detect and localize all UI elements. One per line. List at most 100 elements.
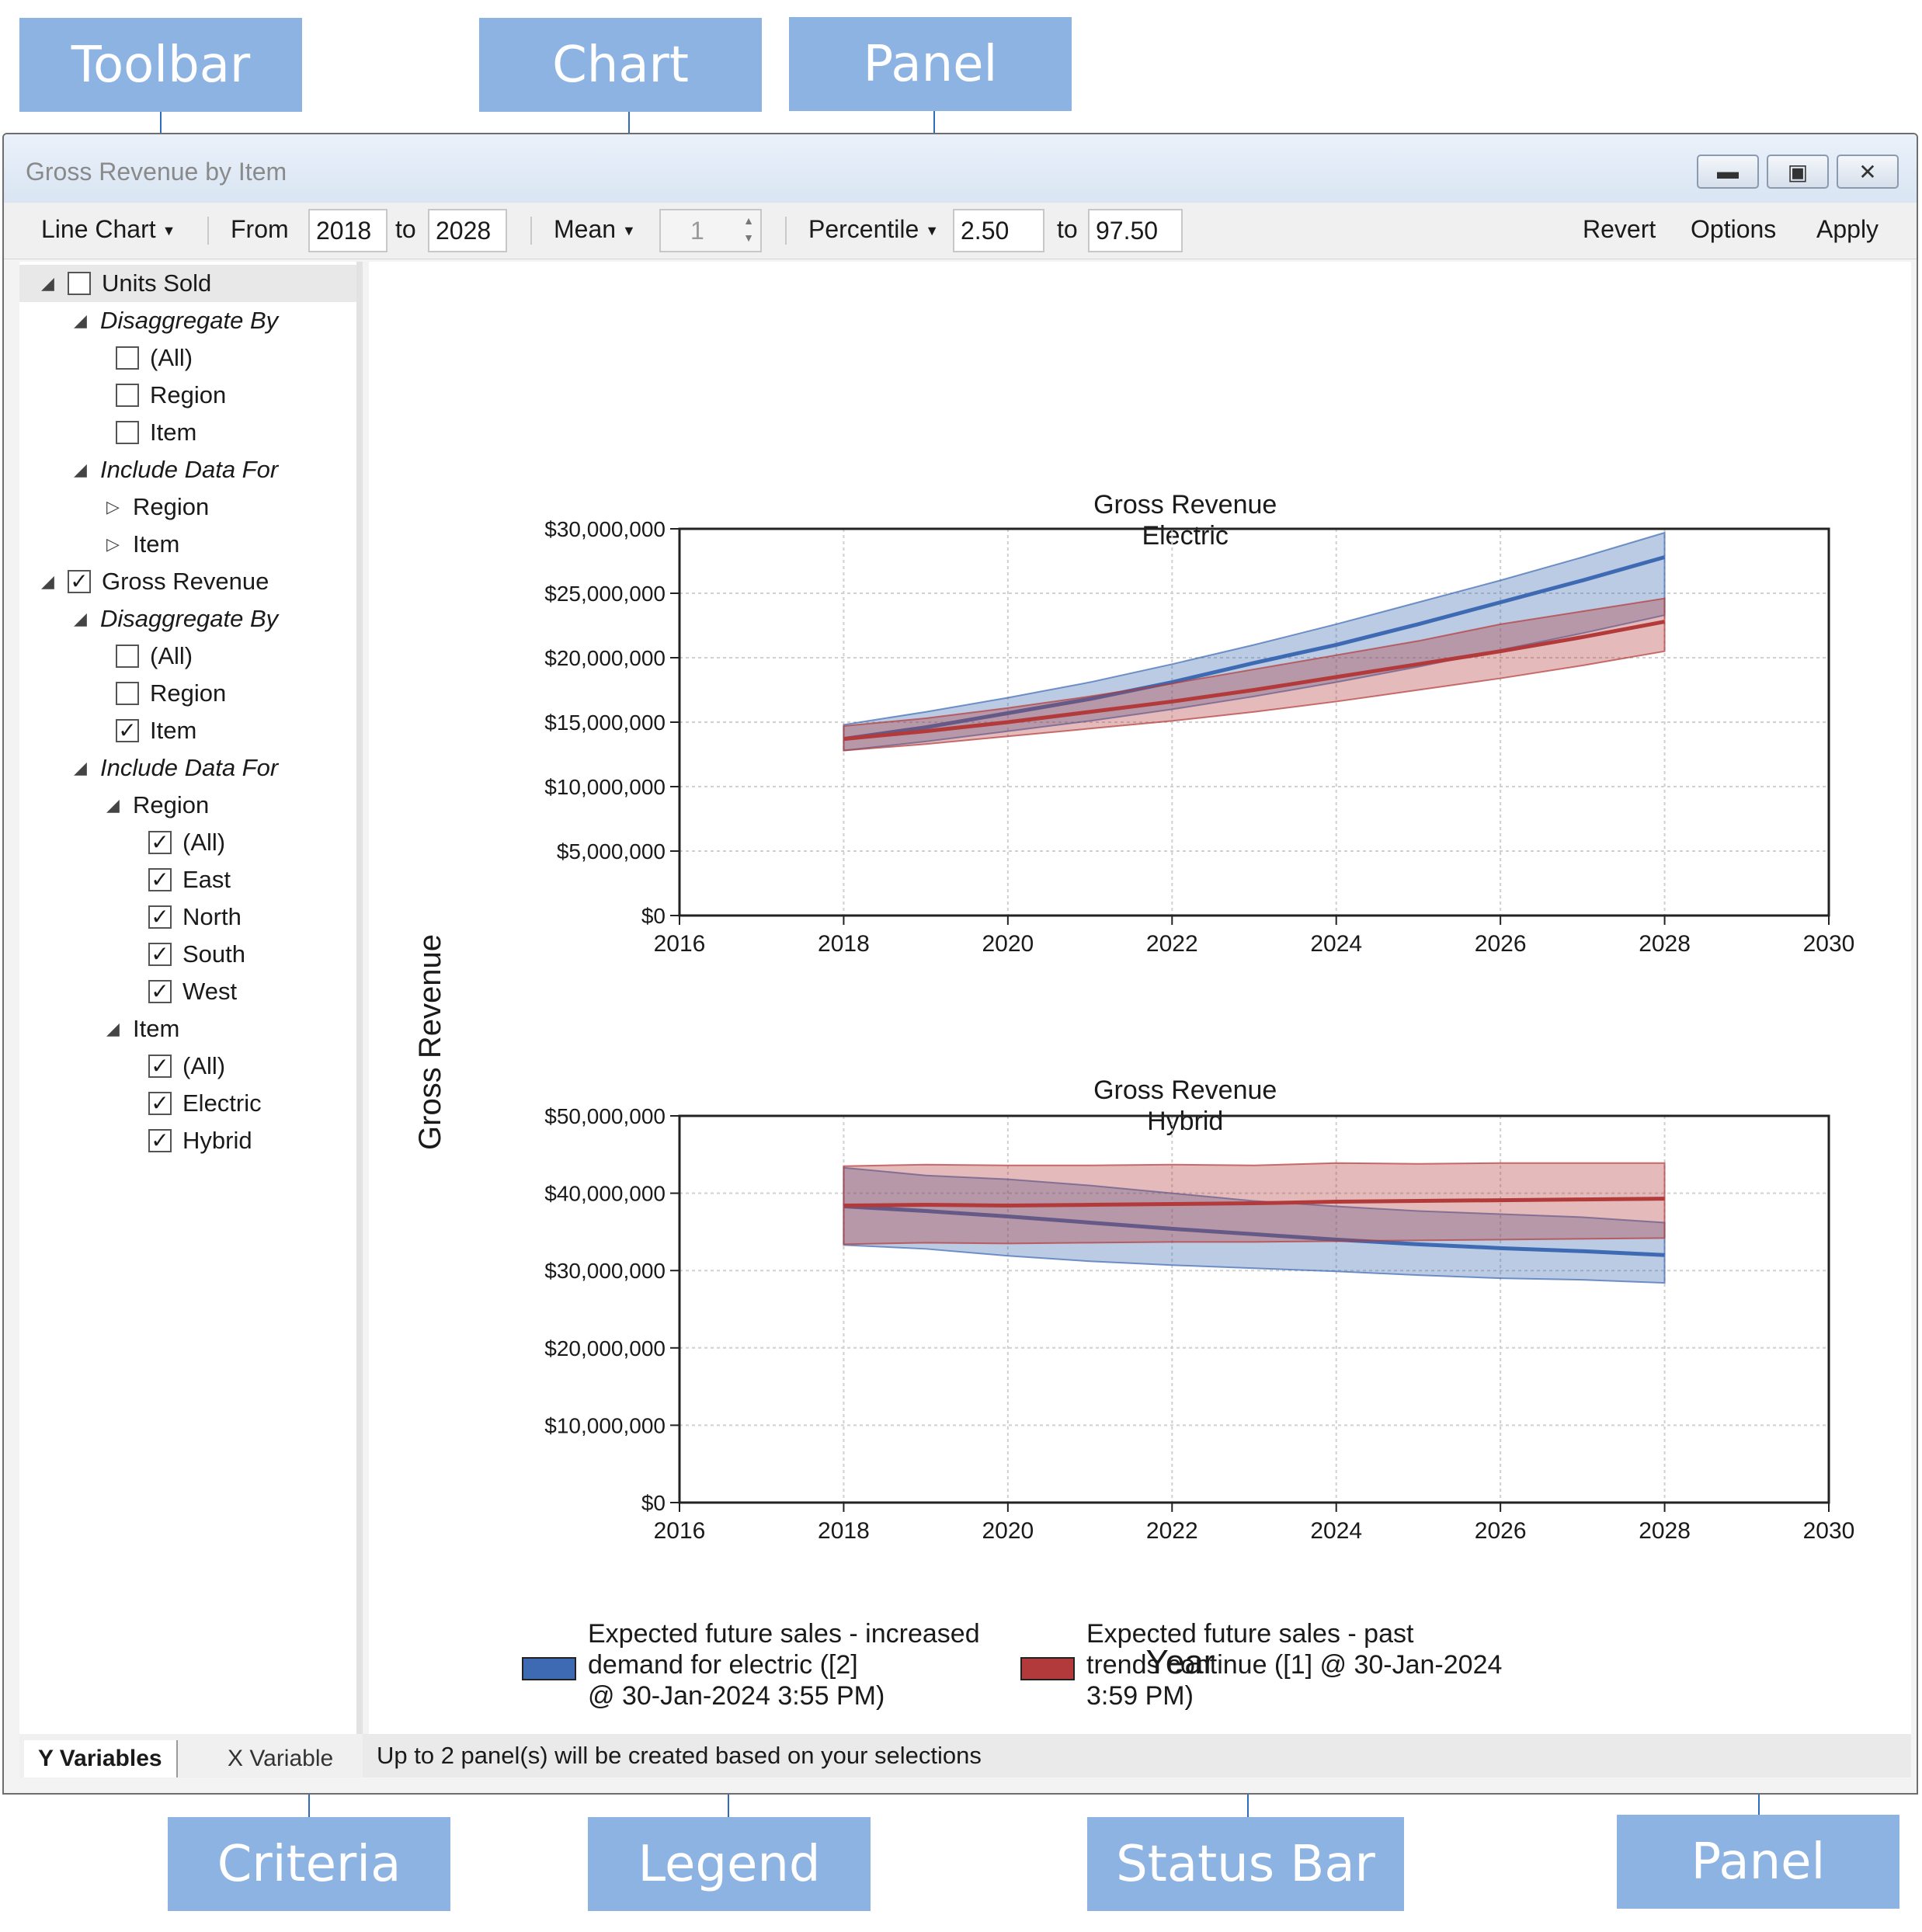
checkbox-item[interactable]	[116, 421, 139, 444]
tree-node-all[interactable]: (All)	[116, 339, 193, 377]
checkbox-west[interactable]: ✓	[148, 980, 172, 1003]
tree-node-units-sold[interactable]: ◢ Units Sold	[19, 265, 356, 302]
restore-button[interactable]: ▣	[1767, 155, 1829, 189]
expand-triangle-icon[interactable]: ◢	[74, 609, 87, 628]
expand-triangle-icon[interactable]: ◢	[41, 572, 54, 591]
checkbox-south[interactable]: ✓	[148, 943, 172, 966]
y-tick-label: $5,000,000	[557, 839, 666, 863]
percentile-high-input[interactable]: 97.50	[1088, 209, 1183, 252]
expand-triangle-icon[interactable]: ◢	[74, 460, 87, 479]
tree-node-region[interactable]: Region	[116, 675, 226, 712]
checkbox-units-sold[interactable]	[68, 272, 91, 295]
tree-node-item[interactable]: ✓ Item	[116, 712, 196, 749]
chart-type-dropdown[interactable]: Line Chart ▼	[41, 215, 176, 244]
tree-node-north[interactable]: ✓ North	[148, 898, 242, 936]
callout-panel-top: Panel	[789, 17, 1072, 111]
tree-node-all[interactable]: (All)	[116, 638, 193, 675]
callout-legend: Legend	[588, 1817, 871, 1911]
tree-label: (All)	[150, 344, 193, 371]
restore-icon: ▣	[1787, 159, 1809, 184]
chart-type-label: Line Chart	[41, 215, 156, 243]
apply-button[interactable]: Apply	[1816, 215, 1879, 243]
toolbar-separator	[207, 217, 209, 245]
tab-label: Y Variables	[38, 1746, 162, 1771]
tree-node-south[interactable]: ✓ South	[148, 936, 245, 973]
tree-node-west[interactable]: ✓ West	[148, 973, 237, 1010]
expand-triangle-icon[interactable]: ◢	[106, 1019, 120, 1038]
tree-node-electric[interactable]: ✓ Electric	[148, 1085, 262, 1122]
options-button[interactable]: Options	[1691, 215, 1777, 243]
x-tick-label: 2028	[1639, 931, 1691, 957]
minimize-button[interactable]: ▬	[1697, 155, 1759, 189]
tree-node-item-expanded[interactable]: ◢ Item	[106, 1010, 179, 1048]
tree-node-gross-revenue[interactable]: ◢ ✓ Gross Revenue	[41, 563, 269, 600]
y-tick-label: $15,000,000	[544, 711, 666, 735]
percentile-dropdown[interactable]: Percentile ▼	[808, 215, 939, 244]
x-tick-label: 2018	[818, 931, 870, 957]
tree-label: Region	[150, 679, 227, 707]
tree-label: Item	[150, 717, 197, 744]
x-tick-label: 2026	[1475, 931, 1527, 957]
collapse-triangle-icon[interactable]: ▷	[106, 534, 120, 554]
x-tick-label: 2016	[654, 1518, 706, 1544]
tree-node-region[interactable]: Region	[116, 377, 226, 414]
checkbox-east[interactable]: ✓	[148, 868, 172, 891]
tree-label: (All)	[182, 1052, 226, 1079]
collapse-triangle-icon[interactable]: ▷	[106, 497, 120, 516]
tree-node-item-all[interactable]: ✓ (All)	[148, 1048, 225, 1085]
statistic-stepper[interactable]: 1 ▲ ▼	[659, 209, 762, 252]
x-tick-label: 2030	[1803, 1518, 1855, 1544]
checkbox-north[interactable]: ✓	[148, 905, 172, 929]
checkbox-item[interactable]: ✓	[116, 719, 139, 742]
checkbox-region[interactable]	[116, 384, 139, 407]
tree-node-region-all[interactable]: ✓ (All)	[148, 824, 225, 861]
x-tick-label: 2016	[654, 931, 706, 957]
checkbox-gross-revenue[interactable]: ✓	[68, 570, 91, 593]
tree-node-disaggregate-by[interactable]: ◢ Disaggregate By	[74, 302, 278, 339]
close-icon: ✕	[1858, 159, 1877, 184]
tree-node-include-data-for[interactable]: ◢ Include Data For	[74, 749, 278, 787]
from-year-input[interactable]: 2018	[308, 209, 388, 252]
to-year-input[interactable]: 2028	[428, 209, 507, 252]
tree-node-region-expanded[interactable]: ◢ Region	[106, 787, 209, 824]
expand-triangle-icon[interactable]: ◢	[74, 758, 87, 777]
close-button[interactable]: ✕	[1837, 155, 1899, 189]
statistic-label: Mean	[554, 215, 617, 243]
spin-arrows-icon[interactable]: ▲ ▼	[743, 214, 754, 244]
checkbox-all[interactable]	[116, 645, 139, 668]
tab-y-variables[interactable]: Y Variables	[24, 1740, 178, 1777]
tree-node-item[interactable]: Item	[116, 414, 196, 451]
checkbox-all[interactable]	[116, 346, 139, 370]
checkbox-electric[interactable]: ✓	[148, 1092, 172, 1115]
legend-entry-line: Expected future sales - increased	[588, 1619, 980, 1649]
expand-triangle-icon[interactable]: ◢	[74, 311, 87, 330]
tree-label: (All)	[182, 829, 226, 856]
tree-label: Item	[133, 530, 180, 558]
percentile-low-input[interactable]: 2.50	[953, 209, 1044, 252]
tree-node-disaggregate-by[interactable]: ◢ Disaggregate By	[74, 600, 278, 638]
revert-button[interactable]: Revert	[1583, 215, 1656, 243]
tree-node-item-collapsed[interactable]: ▷ Item	[106, 526, 179, 563]
x-tick-label: 2030	[1803, 931, 1855, 957]
expand-triangle-icon[interactable]: ◢	[41, 273, 54, 293]
tree-label: Item	[133, 1015, 180, 1042]
checkbox-all[interactable]: ✓	[148, 1055, 172, 1078]
tree-label: Region	[133, 791, 210, 818]
plot-frame	[678, 527, 1830, 917]
tree-node-hybrid[interactable]: ✓ Hybrid	[148, 1122, 252, 1159]
chart-title: Gross Revenue	[1093, 1075, 1277, 1105]
y-tick-label: $20,000,000	[544, 646, 666, 670]
checkbox-all[interactable]: ✓	[148, 831, 172, 854]
tree-node-east[interactable]: ✓ East	[148, 861, 231, 898]
toolbar: Line Chart ▼ From 2018 to 2028 Mean ▼ 1 ▲ ▼…	[4, 203, 1917, 259]
tree-node-region-collapsed[interactable]: ▷ Region	[106, 488, 209, 526]
y-tick-label: $0	[641, 1491, 666, 1515]
tab-x-variable[interactable]: X Variable	[214, 1740, 347, 1777]
expand-triangle-icon[interactable]: ◢	[106, 795, 120, 815]
statistic-dropdown[interactable]: Mean ▼	[554, 215, 636, 244]
percentile-band-series-2	[843, 597, 1666, 752]
tree-node-include-data-for[interactable]: ◢ Include Data For	[74, 451, 278, 488]
checkbox-region[interactable]	[116, 682, 139, 705]
checkbox-hybrid[interactable]: ✓	[148, 1129, 172, 1152]
